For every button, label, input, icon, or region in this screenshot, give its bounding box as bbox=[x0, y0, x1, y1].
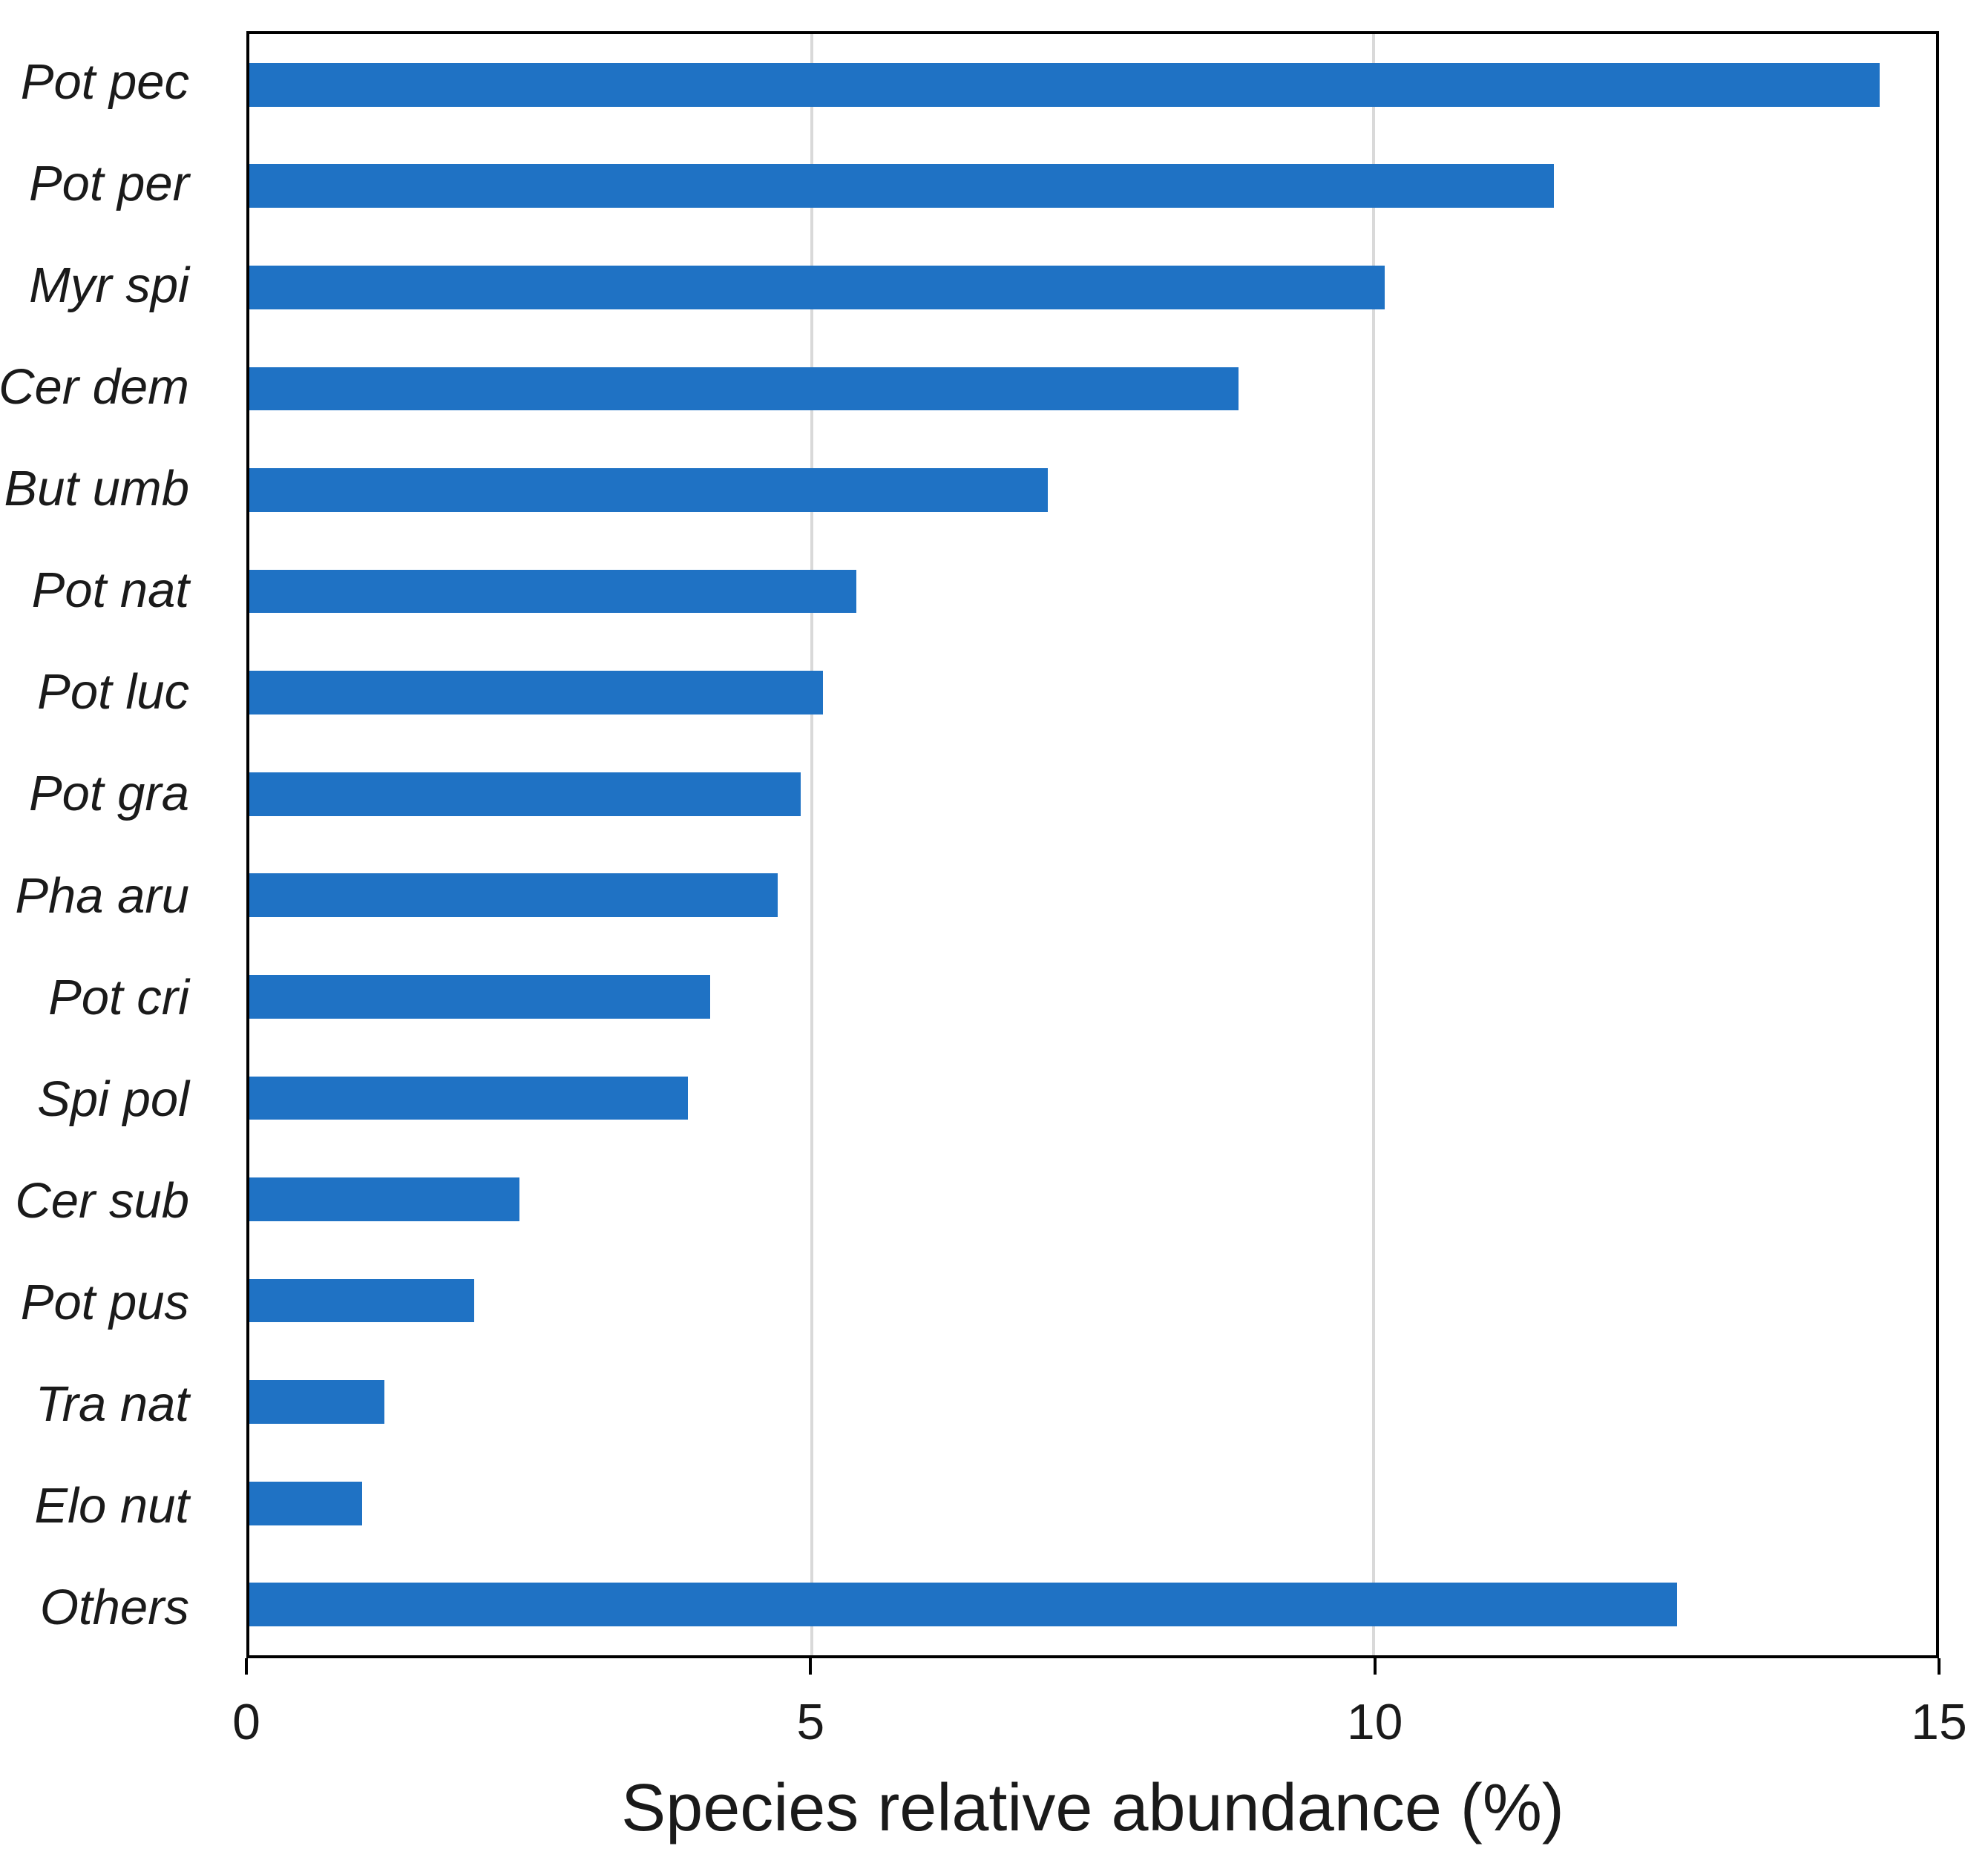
bar-myr-spi bbox=[249, 266, 1385, 309]
category-axis-labels: Pot pec Pot per Myr spi Cer dem But umb Pot n… bbox=[0, 31, 246, 1658]
category-label: Tra nat bbox=[35, 1376, 189, 1432]
x-axis-title: Species relative abundance (%) bbox=[621, 1771, 1564, 1845]
bar-row bbox=[249, 1351, 1936, 1453]
bar-pot-gra bbox=[249, 772, 801, 816]
category-label: Pot per bbox=[28, 156, 189, 212]
bar-row bbox=[249, 237, 1936, 338]
category-label: Pot pec bbox=[20, 54, 189, 111]
bar-cer-dem bbox=[249, 367, 1239, 411]
category-label: Myr spi bbox=[29, 257, 189, 314]
bar-row bbox=[249, 642, 1936, 743]
bar-pha-aru bbox=[249, 873, 778, 918]
bar-row bbox=[249, 743, 1936, 845]
bar-but-umb bbox=[249, 468, 1048, 512]
bar-row bbox=[249, 136, 1936, 237]
bar-row bbox=[249, 1250, 1936, 1352]
bar-row bbox=[249, 541, 1936, 643]
bar-row bbox=[249, 845, 1936, 947]
category-label: Elo nut bbox=[34, 1477, 189, 1534]
category-label: Pot luc bbox=[37, 664, 189, 720]
bar-series bbox=[249, 34, 1936, 1655]
bar-row bbox=[249, 34, 1936, 136]
x-axis-tick-labels: 0 5 10 15 bbox=[232, 1693, 1967, 1767]
bar-elo-nut bbox=[249, 1481, 362, 1525]
vertical-gridline bbox=[1372, 34, 1376, 1655]
bar-pot-nat bbox=[249, 569, 857, 614]
bar-row bbox=[249, 338, 1936, 440]
category-label: Pot gra bbox=[28, 766, 189, 822]
x-axis-tick-label: 10 bbox=[1346, 1694, 1403, 1750]
category-label: Pha aru bbox=[15, 867, 189, 924]
x-axis-tick-label: 0 bbox=[232, 1694, 260, 1750]
bar-pot-pec bbox=[249, 62, 1880, 107]
x-axis-tick-label: 5 bbox=[796, 1694, 825, 1750]
bar-others bbox=[249, 1583, 1678, 1627]
x-axis-tick-mark bbox=[245, 1658, 248, 1675]
x-axis-tick-mark bbox=[1938, 1658, 1941, 1675]
gridlines bbox=[249, 34, 1936, 1655]
bar-pot-pus bbox=[249, 1278, 475, 1323]
category-label: Others bbox=[39, 1579, 189, 1635]
category-label: Pot nat bbox=[31, 562, 189, 619]
x-axis-tick-mark bbox=[809, 1658, 813, 1675]
vertical-gridline bbox=[810, 34, 813, 1655]
category-label: Cer dem bbox=[0, 359, 189, 415]
bar-row bbox=[249, 439, 1936, 541]
bar-row bbox=[249, 1453, 1936, 1554]
category-label: Pot pus bbox=[20, 1274, 189, 1330]
category-label: Cer sub bbox=[15, 1172, 189, 1229]
bar-pot-cri bbox=[249, 974, 711, 1019]
category-label: Pot cri bbox=[48, 969, 189, 1025]
x-axis-tick-marks bbox=[245, 1658, 1941, 1675]
bar-tra-nat bbox=[249, 1380, 384, 1424]
plot-area bbox=[246, 31, 1939, 1658]
bar-row bbox=[249, 1554, 1936, 1655]
x-axis-tick-label: 15 bbox=[1911, 1694, 1967, 1750]
bar-row bbox=[249, 1048, 1936, 1149]
bar-pot-per bbox=[249, 164, 1554, 208]
category-label: Spi pol bbox=[37, 1071, 189, 1127]
bar-row bbox=[249, 946, 1936, 1048]
bar-row bbox=[249, 1149, 1936, 1250]
bar-pot-luc bbox=[249, 671, 823, 715]
bar-cer-sub bbox=[249, 1177, 519, 1221]
x-axis-tick-mark bbox=[1373, 1658, 1377, 1675]
bar-spi-pol bbox=[249, 1076, 688, 1120]
category-label: But umb bbox=[4, 461, 189, 517]
